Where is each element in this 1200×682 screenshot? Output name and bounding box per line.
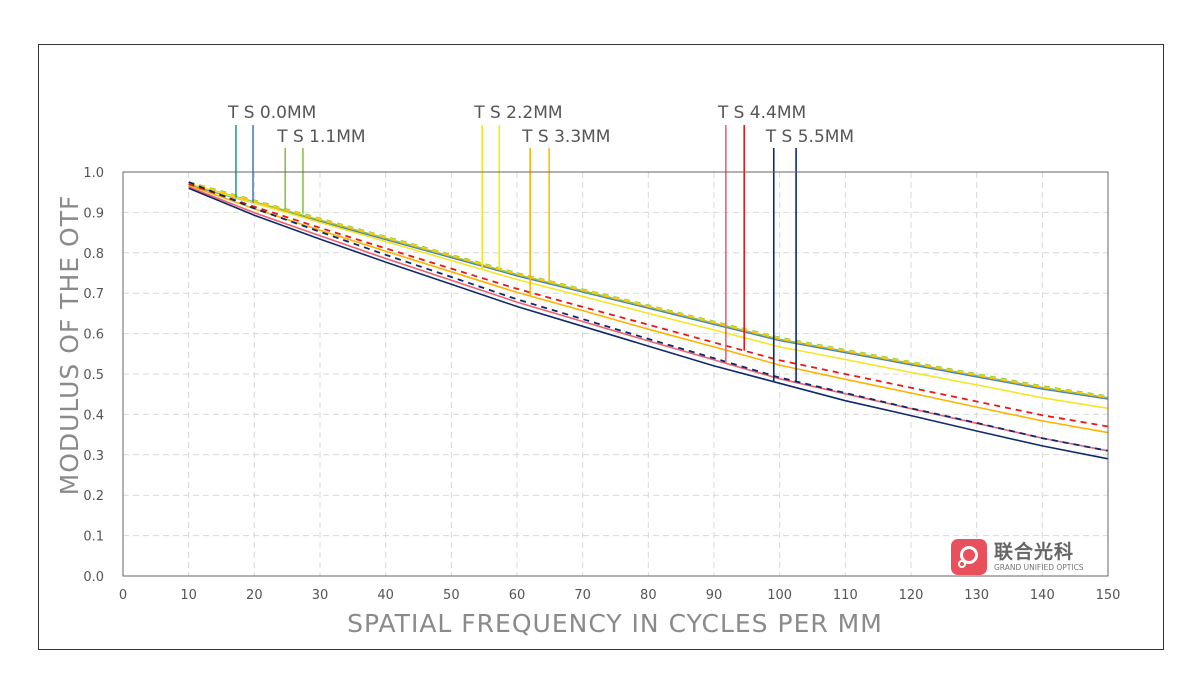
y-tick-label: 0.9 [83,206,104,221]
x-tick-label: 70 [574,588,591,603]
x-tick-label: 130 [964,588,989,603]
y-tick-label: 0.0 [83,570,104,585]
y-axis-title: MODULUS OF THE OTF [55,195,84,496]
x-tick-label: 90 [706,588,723,603]
logo-name-cn: 联合光科 [994,541,1075,563]
y-tick-label: 1.0 [83,166,104,181]
y-tick-label: 0.7 [83,287,104,302]
legend-label: T S 2.2MM [473,103,562,123]
y-tick-label: 0.4 [83,408,104,423]
y-tick-label: 0.6 [83,328,104,343]
x-tick-label: 60 [509,588,526,603]
x-tick-label: 20 [246,588,263,603]
logo-name-en: GRAND UNIFIED OPTICS [994,563,1084,572]
series-line-ts-3-3mm-s [188,184,1109,434]
legend-markers: T S 0.0MM T S 1.1MM T S 2.2MM T S 3.3MM T S … [227,103,854,382]
y-tick-label: 0.8 [83,247,104,262]
plot-area-border [122,171,1109,577]
legend-label: T S 3.3MM [521,127,610,147]
series-line-ts-4-4mm-t [188,183,1109,428]
y-tick-label: 0.2 [83,489,104,504]
series-line-ts-4-4mm-s [188,186,1109,452]
grid [123,172,1108,576]
axis-ticks: 0 10 20 30 40 50 60 70 80 90 100 110 120 130 140 150 0.0… [83,166,1120,603]
x-tick-label: 140 [1030,588,1055,603]
legend-label: T S 0.0MM [227,103,316,123]
y-tick-label: 0.5 [83,368,104,383]
series-line-ts-5-5mm-t [188,181,1109,452]
x-tick-label: 30 [312,588,329,603]
series-line-ts-5-5mm-s [188,187,1109,460]
legend-label: T S 4.4MM [717,103,806,123]
x-tick-label: 150 [1096,588,1121,603]
y-tick-label: 0.1 [83,530,104,545]
legend-label: T S 1.1MM [276,127,365,147]
x-tick-label: 10 [180,588,197,603]
logo: 联合光科 GRAND UNIFIED OPTICS [951,539,1084,575]
series-line-ts-3-3mm-t [188,182,1109,399]
x-tick-label: 110 [833,588,858,603]
x-axis-title: SPATIAL FREQUENCY IN CYCLES PER MM [347,609,883,638]
x-tick-label: 120 [899,588,924,603]
y-tick-label: 0.3 [83,449,104,464]
chart-frame [38,44,1164,650]
legend-label: T S 5.5MM [765,127,854,147]
series-lines [188,181,1109,460]
x-tick-label: 40 [377,588,394,603]
series-line-ts-0-0mm-t [188,184,1109,400]
x-tick-label: 0 [119,588,127,603]
logo-icon [951,539,987,575]
x-tick-label: 50 [443,588,460,603]
series-line-ts-2-2mm-s [188,182,1109,410]
x-tick-label: 80 [640,588,657,603]
x-tick-label: 100 [767,588,792,603]
